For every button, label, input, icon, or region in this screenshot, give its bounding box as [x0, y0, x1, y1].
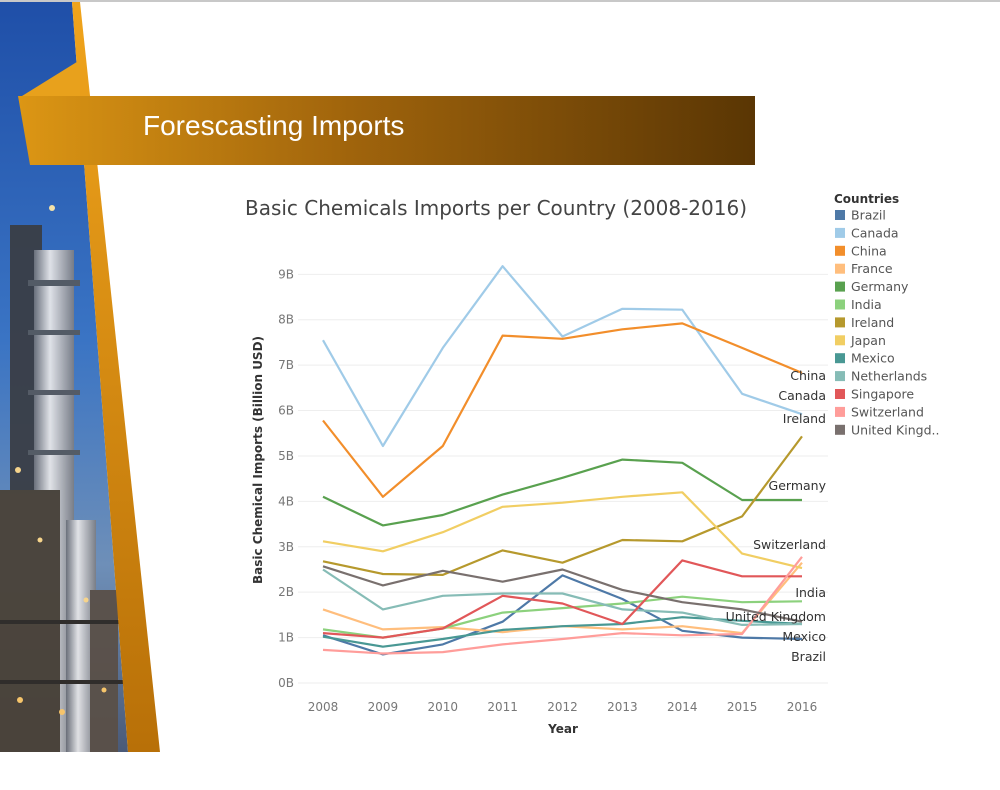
legend-swatch [835, 353, 845, 364]
series-lines [322, 265, 803, 656]
legend-swatch [835, 317, 845, 328]
end-label: China [790, 368, 826, 383]
series-end-labels: Brazil Canada China Germany India Ireland Mexi… [726, 368, 827, 664]
series-line-mexico [322, 616, 803, 648]
legend-item[interactable]: Netherlands [851, 369, 927, 384]
y-tick-label: 3B [278, 540, 294, 554]
series-line-singapore [322, 559, 802, 639]
end-label: United Kingdom [726, 609, 826, 624]
x-tick-label: 2015 [727, 700, 758, 714]
x-tick-label: 2008 [308, 700, 339, 714]
legend-title: Countries [834, 192, 899, 206]
legend-swatch [835, 227, 845, 238]
x-tick-label: 2013 [607, 700, 638, 714]
legend-item[interactable]: Canada [851, 225, 899, 240]
legend-swatch [835, 424, 845, 435]
x-tick-label: 2012 [547, 700, 578, 714]
series-line-united-kingdom [322, 565, 803, 623]
legend-item[interactable]: India [851, 297, 882, 312]
y-tick-label: 7B [278, 358, 294, 372]
legend-swatch [835, 245, 845, 256]
y-tick-label: 8B [278, 313, 294, 327]
refinery-structures [0, 205, 125, 752]
y-tick-label: 6B [278, 404, 294, 418]
legend-item[interactable]: France [851, 261, 893, 276]
x-tick-label: 2009 [368, 700, 399, 714]
legend-item[interactable]: Japan [850, 333, 886, 348]
end-label: Ireland [783, 411, 826, 426]
legend-item[interactable]: United Kingd.. [851, 422, 939, 437]
x-tick-label: 2016 [787, 700, 818, 714]
y-tick-label: 9B [278, 267, 294, 281]
series-line-netherlands [322, 568, 803, 627]
top-rule [0, 0, 1000, 2]
legend-swatch [835, 210, 845, 220]
end-label: Germany [769, 478, 827, 493]
legend-item[interactable]: China [851, 243, 887, 258]
x-tick-label: 2011 [487, 700, 518, 714]
y-tick-label: 1B [278, 631, 294, 645]
banner-notch [22, 60, 80, 96]
title-banner [18, 60, 755, 165]
legend-item[interactable]: Switzerland [851, 404, 924, 419]
legend-swatch [835, 281, 845, 292]
legend-swatch [835, 371, 845, 382]
refinery-image [0, 2, 160, 752]
end-label: Brazil [791, 649, 826, 664]
legend-item[interactable]: Mexico [851, 351, 895, 366]
series-line-germany [322, 458, 802, 527]
series-line-canada [322, 265, 803, 448]
y-axis: 0B 1B 2B 3B 4B 5B 6B 7B 8B 9B [278, 267, 294, 690]
banner-band [18, 96, 755, 165]
end-label: Canada [778, 388, 826, 403]
x-tick-label: 2010 [427, 700, 458, 714]
legend-swatch [835, 299, 845, 310]
end-label: Mexico [782, 629, 826, 644]
x-axis-label: Year [547, 722, 578, 736]
legend-item[interactable]: Ireland [851, 315, 894, 330]
y-tick-label: 0B [278, 676, 294, 690]
x-tick-label: 2014 [667, 700, 698, 714]
y-tick-label: 2B [278, 585, 294, 599]
end-label: Switzerland [753, 537, 826, 552]
legend-item[interactable]: Singapore [851, 387, 914, 402]
legend-swatch [835, 389, 845, 399]
x-axis: 2008 2009 2010 2011 2012 2013 2014 2015 2016 [308, 700, 818, 714]
slide-title: Forescasting Imports [143, 110, 405, 141]
legend-swatch [835, 406, 845, 417]
legend-swatch [835, 263, 845, 274]
series-line-china [322, 322, 803, 498]
chart-title: Basic Chemicals Imports per Country (200… [245, 196, 747, 220]
legend-item[interactable]: Germany [851, 279, 909, 294]
y-tick-label: 5B [278, 449, 294, 463]
series-line-ireland [322, 435, 803, 577]
legend-swatch [835, 335, 845, 346]
legend-item[interactable]: Brazil [851, 208, 886, 223]
legend: Countries Brazil Canada China France Germany… [834, 192, 939, 437]
end-label: India [795, 585, 826, 600]
series-line-japan [322, 491, 803, 570]
series-line-switzerland [322, 556, 803, 655]
y-axis-label: Basic Chemical Imports (Billion USD) [251, 336, 265, 584]
y-tick-label: 4B [278, 494, 294, 508]
